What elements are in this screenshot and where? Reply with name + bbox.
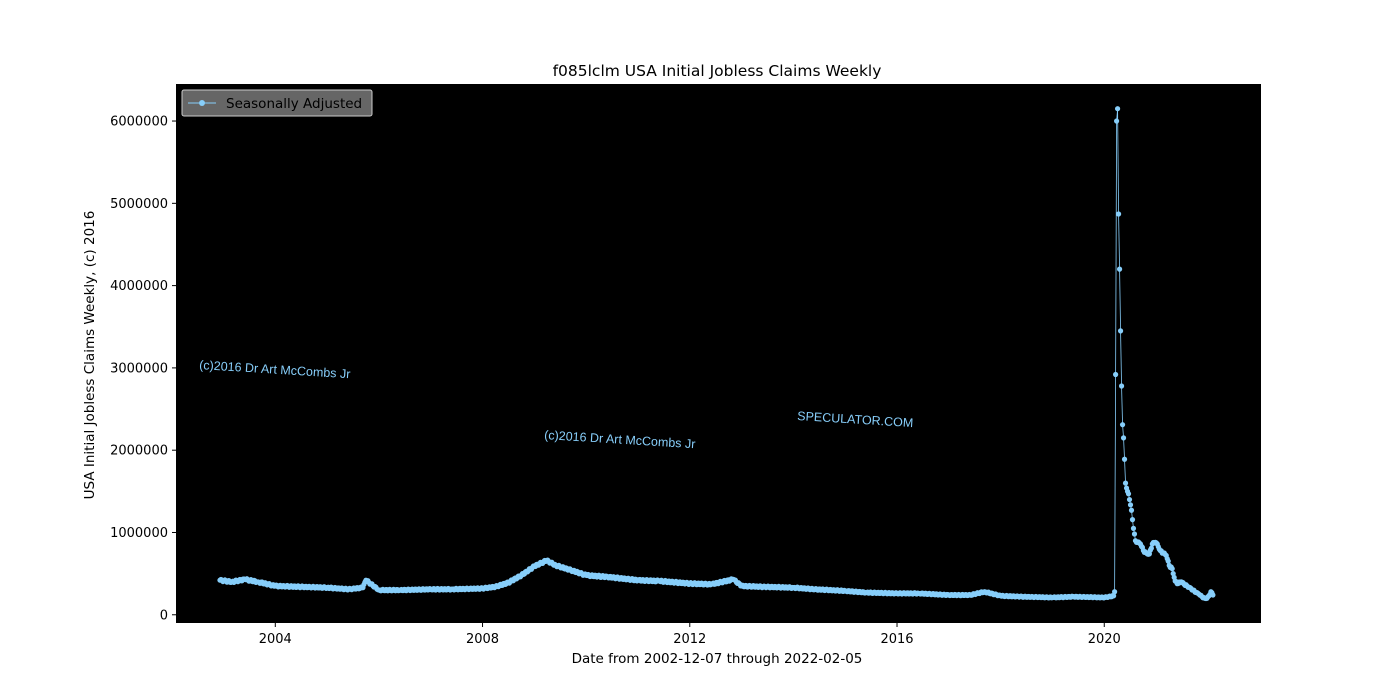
y-tick-label: 3000000	[110, 361, 168, 376]
data-point	[1112, 589, 1118, 595]
data-point	[1126, 496, 1133, 503]
data-point	[1121, 456, 1128, 462]
y-tick-label: 6000000	[110, 115, 168, 130]
y-axis-title: USA Initial Jobless Claims Weekly, (c) 2…	[82, 211, 98, 500]
data-point	[1128, 507, 1135, 513]
data-point	[1165, 558, 1171, 564]
data-point	[1120, 435, 1127, 441]
data-point	[1119, 422, 1126, 428]
data-point	[1114, 106, 1121, 112]
data-point	[1129, 517, 1136, 523]
data-point	[1111, 593, 1117, 599]
x-axis-title: Date from 2002-12-07 through 2022-02-05	[572, 651, 863, 667]
y-tick-label: 0	[160, 608, 168, 623]
data-point	[1169, 566, 1175, 572]
x-tick-label: 2008	[466, 632, 499, 647]
data-point	[1130, 525, 1137, 531]
y-tick-label: 1000000	[110, 526, 168, 541]
legend-entry-label: Seasonally Adjusted	[226, 96, 362, 112]
x-tick-label: 2012	[673, 632, 706, 647]
data-point	[1127, 502, 1134, 508]
data-point	[1114, 118, 1120, 124]
data-point	[1125, 491, 1132, 497]
data-point	[1122, 480, 1129, 486]
x-axis: 2004 2008 2012 2016 2020	[259, 623, 1121, 647]
x-tick-label: 2016	[880, 632, 913, 647]
data-point	[1148, 545, 1154, 551]
legend-marker-swatch	[199, 100, 205, 106]
series-layer	[217, 106, 1216, 602]
chart-title: f085lclm USA Initial Jobless Claims Week…	[553, 62, 882, 80]
y-tick-label: 5000000	[110, 197, 168, 212]
data-point	[1117, 328, 1124, 334]
y-tick-label: 4000000	[110, 279, 168, 294]
x-tick-label: 2004	[259, 632, 292, 647]
data-point	[1131, 531, 1138, 537]
data-point	[1116, 266, 1123, 272]
x-tick-label: 2020	[1088, 632, 1121, 647]
data-point	[1115, 211, 1122, 217]
data-point	[1113, 371, 1119, 378]
legend: Seasonally Adjusted	[181, 89, 373, 117]
data-point	[1118, 383, 1125, 389]
data-point	[1210, 592, 1216, 598]
plot-area	[176, 84, 1261, 623]
y-tick-label: 2000000	[110, 444, 168, 459]
legend-box	[181, 89, 373, 117]
y-axis: 0 1000000 2000000 3000000 4000000 5000000 6000…	[110, 115, 176, 623]
